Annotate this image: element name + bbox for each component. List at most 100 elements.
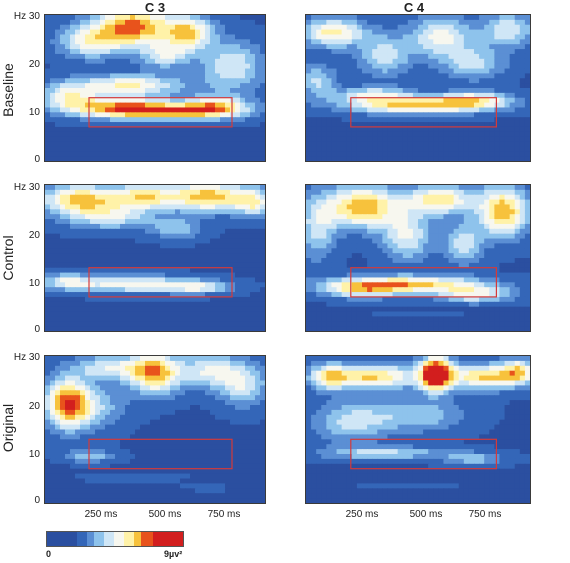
heatmap-cell [387,287,394,293]
heatmap-cell [484,262,490,269]
heatmap-cell [331,117,338,123]
heatmap-cell [321,131,327,138]
heatmap-cell [372,277,378,283]
heatmap-cell [377,194,383,201]
heatmap-cell [135,219,141,225]
heatmap-cell [185,15,191,21]
heatmap-cell [326,214,333,220]
heatmap-cell [185,287,191,293]
heatmap-cell [372,78,378,84]
heatmap-cell [90,228,96,235]
heatmap-cell [326,248,333,254]
heatmap-cell [362,112,368,118]
heatmap-cell [423,88,429,94]
heatmap-cell [362,92,368,99]
heatmap-cell [185,34,191,40]
heatmap-cell [205,301,211,308]
heatmap-cell [519,97,526,104]
heatmap-cell [150,296,156,303]
heatmap-cell [205,156,211,161]
heatmap-cell [110,49,116,55]
heatmap-cell [423,39,429,45]
heatmap-cell [120,194,126,201]
heatmap-cell [95,277,101,283]
heatmap-cell [105,292,111,298]
heatmap-cell [479,243,485,249]
heatmap-cell [367,58,373,65]
heatmap-cell [70,29,76,36]
heatmap-cell [519,53,526,60]
heatmap-cell [402,19,409,26]
heatmap-cell [150,112,156,118]
heatmap-cell [200,326,206,331]
heatmap-cell [331,49,338,55]
heatmap-cell [392,219,399,225]
heatmap-cell [362,253,368,259]
heatmap-cell [489,117,495,123]
heatmap-cell [362,73,368,79]
heatmap-cell [175,151,181,157]
heatmap-cell [130,326,136,331]
heatmap-cell [205,296,211,303]
heatmap-cell [351,204,358,210]
heatmap-cell [341,15,348,21]
heatmap-cell [90,146,96,152]
heatmap-cell [215,131,221,138]
heatmap-cell [230,97,236,104]
heatmap-cell [326,92,333,99]
heatmap-cell [95,39,101,45]
heatmap-cell [428,53,434,60]
heatmap-cell [235,267,241,274]
heatmap-cell [100,88,106,94]
heatmap-cell [519,136,526,143]
heatmap-cell [200,44,206,50]
heatmap-cell [230,156,236,161]
heatmap-cell [195,209,201,215]
heatmap-cell [331,92,338,99]
heatmap-cell [65,68,71,74]
heatmap-cell [260,204,265,210]
heatmap-cell [351,156,358,161]
heatmap-cell [346,136,353,143]
heatmap-cell [402,107,409,113]
heatmap-cell [336,58,343,65]
heatmap-cell [423,272,429,279]
heatmap-cell [402,78,409,84]
heatmap-cell [170,311,176,317]
heatmap-cell [170,15,176,21]
heatmap-cell [165,214,171,220]
heatmap-cell [200,233,206,240]
heatmap-cell [407,34,414,40]
heatmap-cell [351,19,358,26]
heatmap-cell [70,292,76,298]
heatmap-cell [205,326,211,331]
heatmap-cell [55,126,61,133]
heatmap-cell [423,204,429,210]
heatmap-cell [356,44,363,50]
heatmap-cell [458,88,465,94]
heatmap-cell [351,185,358,191]
heatmap-cell [260,292,265,298]
heatmap-cell [387,258,394,264]
heatmap-cell [489,204,495,210]
heatmap-cell [45,326,51,331]
heatmap-cell [245,267,251,274]
heatmap-cell [484,219,490,225]
heatmap-cell [65,292,71,298]
heatmap-cell [321,287,327,293]
heatmap-cell [50,131,56,138]
heatmap-cell [100,24,106,31]
heatmap-cell [220,219,226,225]
heatmap-cell [75,29,81,36]
heatmap-cell [499,248,506,254]
heatmap-cell [75,24,81,31]
heatmap-cell [407,49,414,55]
heatmap-cell [225,326,231,331]
heatmap-cell [220,238,226,244]
heatmap-cell [185,107,191,113]
heatmap-cell [120,253,126,259]
heatmap-cell [235,29,241,36]
heatmap-cell [377,258,383,264]
heatmap-cell [140,53,146,60]
heatmap-cell [225,243,231,249]
